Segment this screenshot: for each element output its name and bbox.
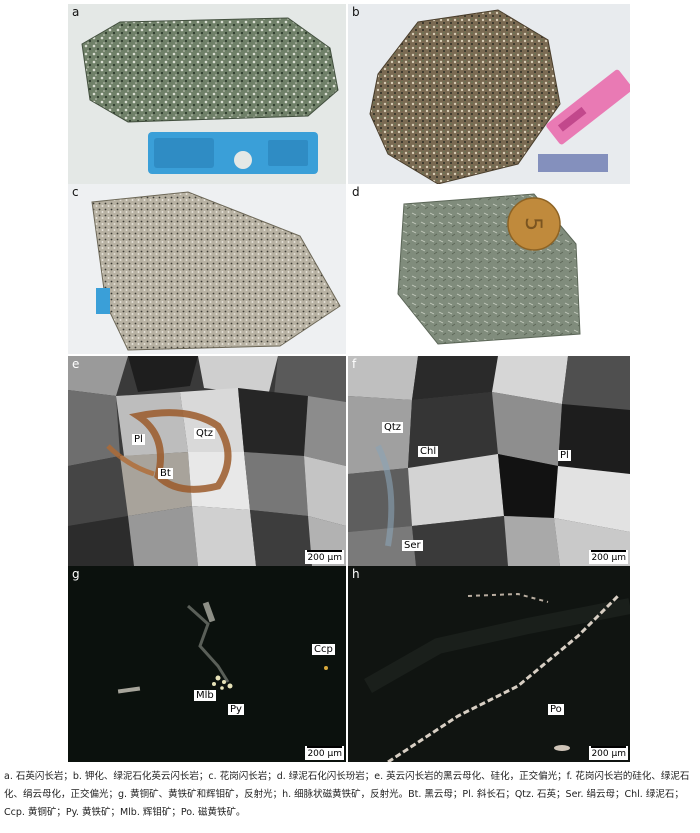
rock-specimen-a	[68, 4, 346, 186]
mineral-label-po: Po	[548, 704, 564, 715]
mineral-label-ser: Ser	[402, 540, 423, 551]
panel-b-tonalite-photo: b	[348, 4, 630, 186]
scale-bar-g-label: 200 μm	[307, 749, 342, 759]
scale-bar-h: 200 μm	[589, 746, 628, 760]
panel-a-quartz-diorite-photo: a	[68, 4, 346, 186]
scale-bar-e-label: 200 μm	[307, 553, 342, 563]
panel-label-a: a	[72, 5, 80, 19]
mineral-label-qtz: Qtz	[194, 428, 216, 439]
scale-bar-g: 200 μm	[305, 746, 344, 760]
thin-section-e	[68, 356, 346, 566]
ore-section-h	[348, 566, 630, 762]
panel-label-d: d	[352, 185, 360, 199]
mineral-label-bt: Bt	[158, 468, 173, 479]
panel-g-micrograph-reflected-light: g Ccp Mlb Py 200 μm	[68, 566, 346, 762]
thin-section-f	[348, 356, 630, 566]
mineral-label-mlb: Mlb	[194, 690, 216, 701]
mineral-label-pl: Pl	[558, 450, 571, 461]
coin-number: 5	[520, 217, 545, 231]
figure-caption: a. 石英闪长岩；b. 钾化、绿泥石化英云闪长岩；c. 花岗闪长岩；d. 绿泥石…	[4, 771, 690, 818]
panel-e-micrograph-crossed-polars: e Pl Qtz Bt 200 μm	[68, 356, 346, 566]
scale-bar-f: 200 μm	[589, 550, 628, 564]
panel-label-c: c	[72, 185, 79, 199]
mineral-label-py: Py	[228, 704, 244, 715]
rock-specimen-b	[348, 4, 630, 186]
panel-label-g: g	[72, 567, 80, 581]
mineral-label-chl: Chl	[418, 446, 439, 457]
panel-h-micrograph-reflected-light: h Po 200 μm	[348, 566, 630, 762]
panel-label-e: e	[72, 357, 80, 371]
mineral-label-qtz: Qtz	[382, 422, 404, 433]
panel-label-f: f	[352, 357, 357, 371]
rock-specimen-d: 5	[348, 184, 630, 354]
panel-label-b: b	[352, 5, 360, 19]
scale-bar-f-label: 200 μm	[591, 553, 626, 563]
scale-bar-h-label: 200 μm	[591, 749, 626, 759]
ore-section-g	[68, 566, 346, 762]
panel-f-micrograph-crossed-polars: f Qtz Chl Pl Ser 200 μm	[348, 356, 630, 566]
scale-bar-e: 200 μm	[305, 550, 344, 564]
panel-label-h: h	[352, 567, 360, 581]
mineral-label-ccp: Ccp	[312, 644, 335, 655]
rock-specimen-c	[68, 184, 346, 354]
panel-c-granodiorite-photo: c	[68, 184, 346, 354]
mineral-label-pl: Pl	[132, 434, 145, 445]
panel-d-diorite-porphyrite-photo: 5 d	[348, 184, 630, 354]
